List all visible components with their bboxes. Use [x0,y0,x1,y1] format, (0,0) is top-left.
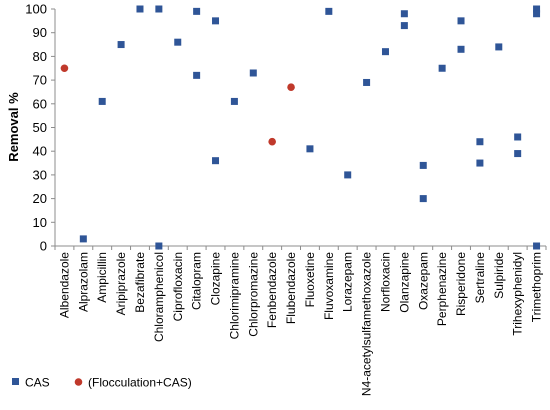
x-category-label: Bezafibrate [133,252,147,313]
x-category-label: Clozapine [209,252,223,306]
cas-point [155,242,163,250]
legend-flocculation-marker [74,378,83,386]
flocculation-cas-point [287,83,295,92]
cas-point [117,41,125,49]
cas-point [438,64,446,72]
x-category-label: Fluvoxamine [322,252,336,320]
flocculation-cas-point [60,64,69,73]
cas-point [457,17,465,25]
cas-point [230,97,238,105]
data-points [60,5,541,250]
cas-point [363,78,371,86]
x-category-label: Ciprofloxacin [171,252,185,321]
cas-point [457,45,465,53]
cas-point [174,38,182,46]
cas-point [495,43,503,51]
cas-point [344,171,352,179]
cas-point [325,7,333,15]
legend: CAS (Flocculation+CAS) [12,376,192,390]
y-tick-label: 40 [33,144,47,159]
x-category-label: Chlorpromazine [246,252,260,337]
x-category-label: Olanzapine [397,252,411,313]
x-category-label: Chloramphenicol [152,252,166,342]
x-category-label: Trimethoprim [530,252,544,322]
cas-point [193,71,201,79]
cas-point [212,17,220,25]
cas-point [155,5,163,13]
legend-label: CAS [25,376,50,390]
cas-point [400,22,408,30]
cas-point [400,10,408,18]
cas-point [419,195,427,203]
x-category-label: Norfloxacin [378,252,392,312]
cas-point [212,157,220,165]
x-category-label: Fenbendazole [265,252,279,328]
cas-point [79,235,87,243]
legend-label: (Flocculation+CAS) [88,376,192,390]
x-category-label: Risperidone [454,252,468,316]
cas-point [419,161,427,169]
x-category-label: Citalopram [190,252,204,310]
x-category-label: Sulpiride [492,252,506,299]
x-category-label: Albendazole [57,252,71,318]
cas-point [533,5,541,13]
cas-point [306,145,314,153]
cas-point [514,133,522,141]
x-category-label: Flubendazole [284,252,298,324]
x-category-label: Aripiprazole [114,252,128,316]
cas-point [136,5,144,13]
y-tick-label: 10 [33,215,47,230]
y-tick-label: 50 [33,120,47,135]
y-tick-label: 80 [33,49,47,64]
x-category-label: Oxazepam [416,252,430,310]
cas-point [533,10,541,18]
cas-point [381,48,389,56]
y-tick-label: 60 [33,96,47,111]
y-tick-label: 90 [33,25,47,40]
cas-point [476,138,484,146]
cas-point [193,7,201,15]
x-axis: Albendazole Alprazolam Ampicillin Aripipraz… [54,245,547,396]
y-tick-label: 100 [25,2,47,17]
x-category-label: Alprazolam [76,252,90,312]
flocculation-cas-point [268,137,276,146]
x-category-label: Ampicillin [95,252,109,303]
x-category-label: Trihexyphenidyl [511,252,525,336]
x-category-label: Perphenazine [435,252,449,326]
y-axis: 0 10 20 30 40 50 60 70 80 90 100 [25,2,56,254]
y-tick-label: 70 [33,73,47,88]
x-category-label: N4-acetylsulfamethoxazole [360,252,374,396]
legend-cas-marker [12,378,19,385]
y-tick-label: 30 [33,167,47,182]
x-category-label: Lorazepam [341,252,355,312]
x-category-label: Fluoxetine [303,252,317,308]
cas-point [476,159,484,167]
y-tick-label: 20 [33,191,47,206]
cas-point [98,97,106,105]
cas-point [249,69,257,77]
y-axis-title: Removal % [6,92,21,162]
y-tick-label: 0 [40,239,47,254]
cas-point [514,150,522,158]
x-category-label: Chlorimipramine [227,252,241,340]
cas-point [533,242,541,250]
x-category-label: Sertraline [473,252,487,304]
